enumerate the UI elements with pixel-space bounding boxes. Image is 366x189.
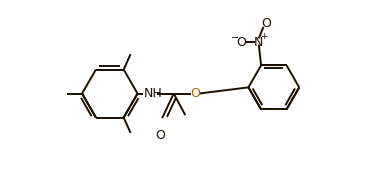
Text: +: + bbox=[261, 32, 268, 41]
Text: −: − bbox=[231, 33, 239, 43]
Text: O: O bbox=[190, 87, 200, 100]
Text: O: O bbox=[155, 129, 165, 142]
Text: N: N bbox=[254, 36, 264, 49]
Text: NH: NH bbox=[144, 87, 163, 100]
Text: O: O bbox=[261, 16, 271, 29]
Text: O: O bbox=[236, 36, 246, 49]
